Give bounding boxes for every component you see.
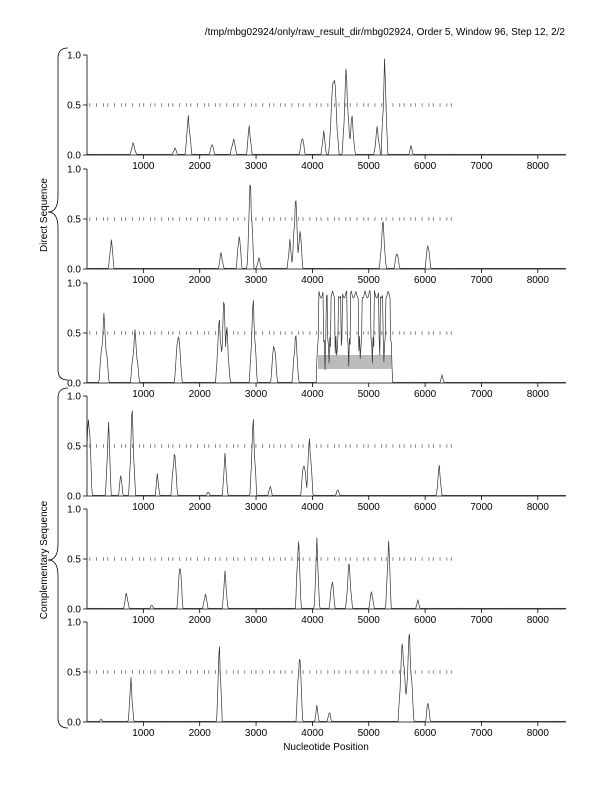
x-tick-label: 1000 xyxy=(132,275,155,286)
panel-4: 0.0 0.5 1.0 1000 2000 3000 4000 5000 6000 7000 800… xyxy=(67,392,566,513)
x-tick-label: 6000 xyxy=(414,389,437,400)
x-tick-label: 3000 xyxy=(245,728,268,739)
y-tick-label: 1.0 xyxy=(67,165,81,176)
series-line xyxy=(87,537,566,610)
x-tick-label: 3000 xyxy=(245,615,268,626)
y-tick-label: 0.5 xyxy=(67,215,81,226)
y-tick-label: 0.0 xyxy=(67,265,81,276)
y-tick-label: 0.0 xyxy=(67,379,81,390)
complementary-sequence-label: Complementary Sequence xyxy=(39,500,50,619)
y-tick-label: 0.5 xyxy=(67,442,81,453)
x-tick-label: 7000 xyxy=(470,615,493,626)
y-tick-label: 0.0 xyxy=(67,492,81,503)
x-tick-label: 1000 xyxy=(132,161,155,172)
y-tick-label: 0.0 xyxy=(67,151,81,162)
x-tick-label: 7000 xyxy=(470,275,493,286)
x-tick-label: 8000 xyxy=(527,728,550,739)
x-tick-label: 2000 xyxy=(189,502,212,513)
x-tick-label: 6000 xyxy=(414,161,437,172)
x-tick-label: 7000 xyxy=(470,728,493,739)
x-tick-label: 8000 xyxy=(527,502,550,513)
x-tick-label: 5000 xyxy=(358,615,381,626)
x-tick-label: 8000 xyxy=(527,389,550,400)
y-tick-label: 1.0 xyxy=(67,51,81,62)
y-tick-label: 1.0 xyxy=(67,505,81,516)
x-tick-label: 6000 xyxy=(414,502,437,513)
x-tick-label: 3000 xyxy=(245,275,268,286)
x-tick-label: 1000 xyxy=(132,502,155,513)
x-tick-label: 4000 xyxy=(301,161,324,172)
series-line xyxy=(86,634,566,723)
x-tick-label: 3000 xyxy=(245,502,268,513)
x-tick-label: 2000 xyxy=(189,615,212,626)
y-tick-label: 1.0 xyxy=(67,279,81,290)
x-tick-label: 8000 xyxy=(527,275,550,286)
x-tick-label: 6000 xyxy=(414,275,437,286)
x-tick-label: 4000 xyxy=(301,615,324,626)
x-tick-label: 6000 xyxy=(414,728,437,739)
x-tick-label: 5000 xyxy=(358,502,381,513)
y-tick-label: 0.0 xyxy=(67,605,81,616)
x-tick-label: 1000 xyxy=(132,389,155,400)
y-tick-label: 0.5 xyxy=(67,101,81,112)
x-tick-label: 2000 xyxy=(189,161,212,172)
figure-title: /tmp/mbg02924/only/raw_result_dir/mbg029… xyxy=(205,27,566,38)
x-tick-label: 7000 xyxy=(470,502,493,513)
x-tick-label: 7000 xyxy=(470,161,493,172)
panel-2: 0.0 0.5 1.0 1000 2000 3000 4000 5000 6000 7000 800… xyxy=(67,165,566,286)
direct-sequence-brace xyxy=(47,47,69,381)
panel-1: 0.0 0.5 1.0 1000 2000 3000 4000 5000 6000 7000 800… xyxy=(67,51,566,172)
x-tick-label: 4000 xyxy=(301,728,324,739)
complementary-sequence-brace xyxy=(47,387,69,729)
y-tick-label: 0.0 xyxy=(67,718,81,729)
y-tick-label: 0.5 xyxy=(67,555,81,566)
series-line xyxy=(86,58,566,156)
x-tick-label: 5000 xyxy=(358,389,381,400)
x-axis-label: Nucleotide Position xyxy=(283,742,369,753)
x-tick-label: 8000 xyxy=(527,161,550,172)
x-tick-label: 8000 xyxy=(527,615,550,626)
x-tick-label: 3000 xyxy=(245,161,268,172)
x-tick-label: 5000 xyxy=(358,275,381,286)
panels: 0.0 0.5 1.0 1000 2000 3000 4000 5000 6000 7000 800… xyxy=(67,51,566,739)
x-tick-label: 2000 xyxy=(189,389,212,400)
x-tick-label: 4000 xyxy=(301,275,324,286)
y-tick-label: 0.5 xyxy=(67,329,81,340)
direct-sequence-label: Direct Sequence xyxy=(39,178,50,252)
y-tick-label: 0.5 xyxy=(67,668,81,679)
y-tick-label: 1.0 xyxy=(67,392,81,403)
panel-3: 0.0 0.5 1.0 1000 2000 3000 4000 5000 6000 7000 800… xyxy=(67,279,566,400)
x-tick-label: 1000 xyxy=(132,728,155,739)
x-tick-label: 2000 xyxy=(189,728,212,739)
series-line xyxy=(86,410,566,497)
x-tick-label: 7000 xyxy=(470,389,493,400)
x-tick-label: 2000 xyxy=(189,275,212,286)
x-tick-label: 3000 xyxy=(245,389,268,400)
shaded-region xyxy=(318,355,392,369)
x-tick-label: 4000 xyxy=(301,502,324,513)
series-line xyxy=(86,290,566,384)
x-tick-label: 5000 xyxy=(358,161,381,172)
x-tick-label: 6000 xyxy=(414,615,437,626)
panel-5: 0.0 0.5 1.0 1000 2000 3000 4000 5000 6000 7000 800… xyxy=(67,505,566,626)
panel-6: 0.0 0.5 1.0 1000 2000 3000 4000 5000 6000 7000 800… xyxy=(67,618,566,739)
x-tick-label: 1000 xyxy=(132,615,155,626)
x-tick-label: 5000 xyxy=(358,728,381,739)
series-line xyxy=(87,184,566,270)
x-tick-label: 4000 xyxy=(301,389,324,400)
y-tick-label: 1.0 xyxy=(67,618,81,629)
